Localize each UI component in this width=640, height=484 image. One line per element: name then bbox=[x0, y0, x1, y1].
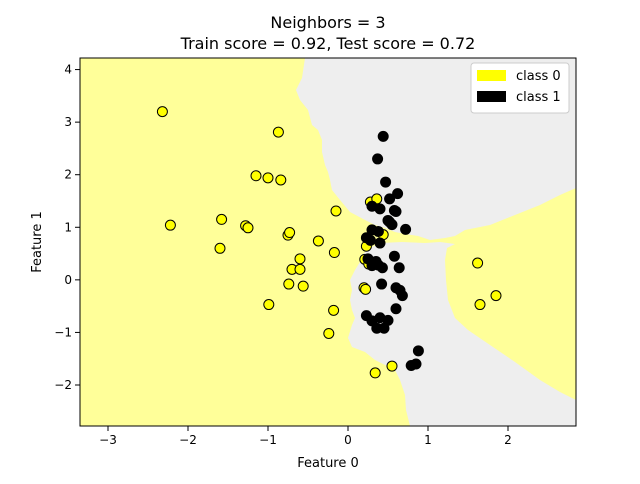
y-tick-label: 0 bbox=[64, 273, 72, 287]
class1-point bbox=[393, 262, 405, 274]
class1-point bbox=[405, 360, 417, 372]
class1-point bbox=[374, 237, 386, 249]
legend-swatch-class0 bbox=[477, 70, 506, 81]
class0-point bbox=[272, 126, 284, 138]
x-tick-label: −1 bbox=[259, 433, 277, 447]
x-tick-label: −3 bbox=[99, 433, 117, 447]
class1-point bbox=[372, 153, 384, 165]
class0-point bbox=[323, 327, 335, 339]
legend-label-class0: class 0 bbox=[516, 69, 561, 84]
y-tick-label: 1 bbox=[64, 220, 72, 234]
class0-point bbox=[242, 222, 254, 234]
class1-point bbox=[378, 322, 390, 334]
class0-point bbox=[294, 253, 306, 265]
x-tick-label: 1 bbox=[424, 433, 432, 447]
class0-point bbox=[250, 170, 262, 182]
plot-frame bbox=[79, 57, 577, 427]
legend-swatch-class1 bbox=[477, 91, 506, 102]
class1-point bbox=[380, 176, 392, 188]
class0-point bbox=[360, 283, 372, 295]
class1-point bbox=[390, 206, 402, 218]
class0-point bbox=[214, 242, 226, 254]
class1-point bbox=[374, 203, 386, 215]
x-axis-label: Feature 0 bbox=[297, 456, 359, 471]
class0-point bbox=[330, 205, 342, 217]
y-tick-label: 4 bbox=[64, 63, 72, 77]
class1-point bbox=[390, 303, 402, 315]
y-tick-label: 2 bbox=[64, 168, 72, 182]
class1-point bbox=[372, 225, 384, 237]
class0-point bbox=[312, 235, 324, 247]
class1-point bbox=[384, 193, 396, 205]
class1-point bbox=[412, 345, 424, 357]
plot-area bbox=[80, 58, 576, 426]
class0-point bbox=[472, 257, 484, 269]
y-axis: −2 −1 0 1 2 3 4 bbox=[54, 63, 80, 392]
legend: class 0 class 1 bbox=[470, 62, 570, 114]
class0-point bbox=[216, 213, 228, 225]
x-tick-label: −2 bbox=[179, 433, 197, 447]
region-class1-lower bbox=[348, 242, 576, 426]
x-axis: −3 −2 −1 0 1 2 bbox=[99, 426, 512, 447]
chart-title-line1: Neighbors = 3 bbox=[270, 13, 385, 32]
y-tick-label: 3 bbox=[64, 115, 72, 129]
y-tick-label: −1 bbox=[54, 325, 72, 339]
y-axis-label: Feature 1 bbox=[30, 211, 45, 273]
class0-point bbox=[275, 174, 287, 186]
class0-point bbox=[294, 263, 306, 275]
class0-point bbox=[283, 278, 295, 290]
class1-point bbox=[386, 219, 398, 231]
class0-point bbox=[284, 227, 296, 239]
class1-point bbox=[388, 250, 400, 262]
class1-point bbox=[376, 278, 388, 290]
y-tick-label: −2 bbox=[54, 378, 72, 392]
class0-point bbox=[297, 280, 309, 292]
class0-point bbox=[328, 247, 340, 259]
class0-point bbox=[156, 106, 168, 118]
class1-point bbox=[364, 234, 376, 246]
class0-point bbox=[490, 290, 502, 302]
chart-title-line2: Train score = 0.92, Test score = 0.72 bbox=[180, 34, 476, 53]
x-tick-label: 2 bbox=[504, 433, 512, 447]
scatter-points bbox=[156, 106, 502, 379]
class0-point bbox=[262, 172, 274, 184]
class0-point bbox=[328, 304, 340, 316]
class1-point bbox=[362, 253, 374, 265]
class1-point bbox=[376, 262, 388, 274]
x-tick-label: 0 bbox=[344, 433, 352, 447]
class1-point bbox=[377, 130, 389, 142]
class1-point bbox=[392, 188, 404, 200]
class0-point bbox=[386, 360, 398, 372]
legend-label-class1: class 1 bbox=[516, 90, 561, 105]
class0-point bbox=[164, 219, 176, 231]
class0-point bbox=[263, 299, 275, 311]
class1-point bbox=[400, 223, 412, 235]
class0-point bbox=[369, 367, 381, 379]
class1-point bbox=[396, 290, 408, 302]
class0-point bbox=[474, 299, 486, 311]
